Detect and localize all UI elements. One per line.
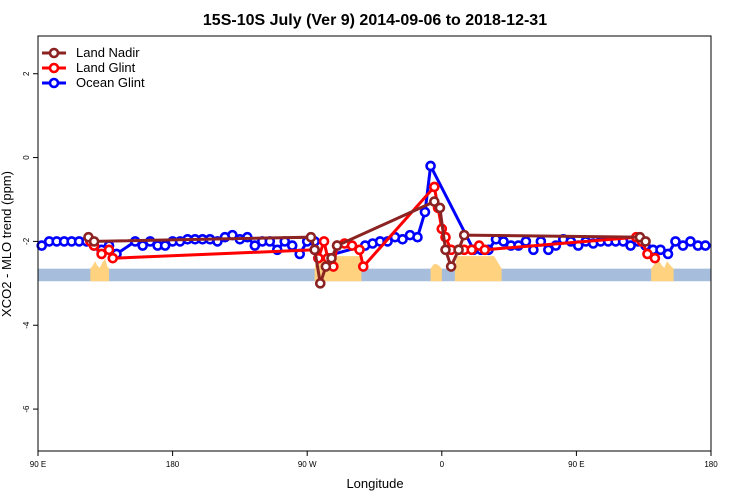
x-axis-label: Longitude bbox=[346, 476, 403, 491]
ocean-glint-point-15 bbox=[159, 240, 171, 251]
ocean-glint-point-51 bbox=[498, 236, 509, 247]
legend-marker-land-nadir bbox=[48, 47, 60, 59]
land-glint-point-22 bbox=[466, 244, 478, 256]
ocean-glint-point-42 bbox=[397, 234, 408, 245]
land-nadir-point-9 bbox=[434, 202, 446, 214]
y-tick-label-3: -4 bbox=[22, 321, 31, 329]
y-ticks: 2 0 -2 -4 -6 bbox=[22, 71, 38, 413]
ocean-glint-point-46 bbox=[425, 160, 436, 172]
ocean-glint-point-27 bbox=[249, 240, 261, 251]
land-fill-3 bbox=[454, 256, 502, 282]
chart-title: 15S-10S July (Ver 9) 2014-09-06 to 2018-… bbox=[203, 12, 547, 29]
ocean-glint-point-72 bbox=[655, 244, 666, 256]
x-tick-label-1: 180 bbox=[166, 460, 180, 469]
legend-marker-land-glint bbox=[48, 62, 60, 74]
land-nadir-point-13 bbox=[458, 229, 470, 241]
legend-marker-ocean-glint bbox=[48, 77, 60, 89]
land-glint-point-7 bbox=[318, 236, 330, 247]
land-glint-point-3 bbox=[103, 244, 115, 256]
y-tick-label-4: -6 bbox=[22, 405, 31, 413]
ocean-glint-point-32 bbox=[286, 240, 298, 251]
land-nadir-point-15 bbox=[640, 236, 651, 247]
land-nadir-point-11 bbox=[445, 261, 457, 272]
land-glint-point-4 bbox=[107, 252, 119, 264]
ocean-glint-point-54 bbox=[520, 236, 532, 247]
x-tick-label-3: 0 bbox=[440, 460, 445, 469]
ocean-glint-point-68 bbox=[625, 240, 636, 251]
x-tick-label-4: 90 E bbox=[568, 460, 584, 469]
land-fill-0 bbox=[90, 258, 110, 282]
land-glint-point-27 bbox=[642, 248, 653, 260]
x-tick-label-2: 90 W bbox=[298, 460, 317, 469]
legend-label-land-glint: Land Glint bbox=[76, 60, 136, 75]
land-nadir-point-4 bbox=[314, 278, 326, 289]
land-nadir-point-2 bbox=[305, 231, 317, 243]
land-glint-point-2 bbox=[96, 248, 107, 260]
land-fill-4 bbox=[651, 259, 674, 282]
land-nadir-point-3 bbox=[309, 244, 320, 256]
land-nadir-point-8 bbox=[429, 196, 440, 207]
y-tick-label-1: 0 bbox=[22, 155, 31, 160]
y-axis-label: XCO2 - MLO trend (ppm) bbox=[0, 171, 14, 317]
land-nadir-point-10 bbox=[440, 244, 451, 256]
land-nadir-point-1 bbox=[88, 236, 100, 247]
land-glint-point-12 bbox=[346, 240, 358, 251]
land-nadir-point-12 bbox=[453, 244, 464, 256]
ocean-band bbox=[38, 268, 711, 282]
land-fill-2 bbox=[430, 263, 442, 282]
legend-label-ocean-glint: Ocean Glint bbox=[76, 75, 145, 90]
x-ticks: 90 E 180 90 W 0 90 E 180 bbox=[30, 451, 718, 469]
plot-frame bbox=[37, 35, 712, 452]
ocean-glint-point-44 bbox=[412, 231, 423, 243]
land-nadir-point-7 bbox=[331, 240, 343, 251]
land-nadir-point-5 bbox=[320, 261, 332, 272]
ocean-glint-point-74 bbox=[670, 236, 681, 247]
x-tick-label-0: 90 E bbox=[30, 460, 46, 469]
land-glint-point-14 bbox=[357, 261, 369, 272]
land-glint-line bbox=[89, 183, 656, 271]
ocean-glint-point-73 bbox=[662, 248, 674, 260]
x-tick-label-5: 180 bbox=[704, 460, 718, 469]
land-nadir-point-6 bbox=[326, 252, 337, 264]
land-glint-point-24 bbox=[479, 244, 491, 256]
land-nadir-line bbox=[87, 199, 647, 284]
land-glint-point-28 bbox=[649, 252, 661, 264]
ocean-glint-point-78 bbox=[700, 240, 711, 251]
plot-area bbox=[36, 160, 711, 289]
y-tick-label-2: -2 bbox=[22, 237, 31, 245]
land-glint-point-13 bbox=[354, 244, 365, 256]
ocean-glint-point-45 bbox=[419, 206, 431, 218]
ocean-glint-point-75 bbox=[677, 240, 689, 251]
land-glint-point-15 bbox=[429, 181, 440, 193]
y-tick-label-0: 2 bbox=[22, 71, 31, 76]
ocean-glint-point-76 bbox=[685, 236, 696, 247]
legend-label-land-nadir: Land Nadir bbox=[76, 45, 140, 60]
